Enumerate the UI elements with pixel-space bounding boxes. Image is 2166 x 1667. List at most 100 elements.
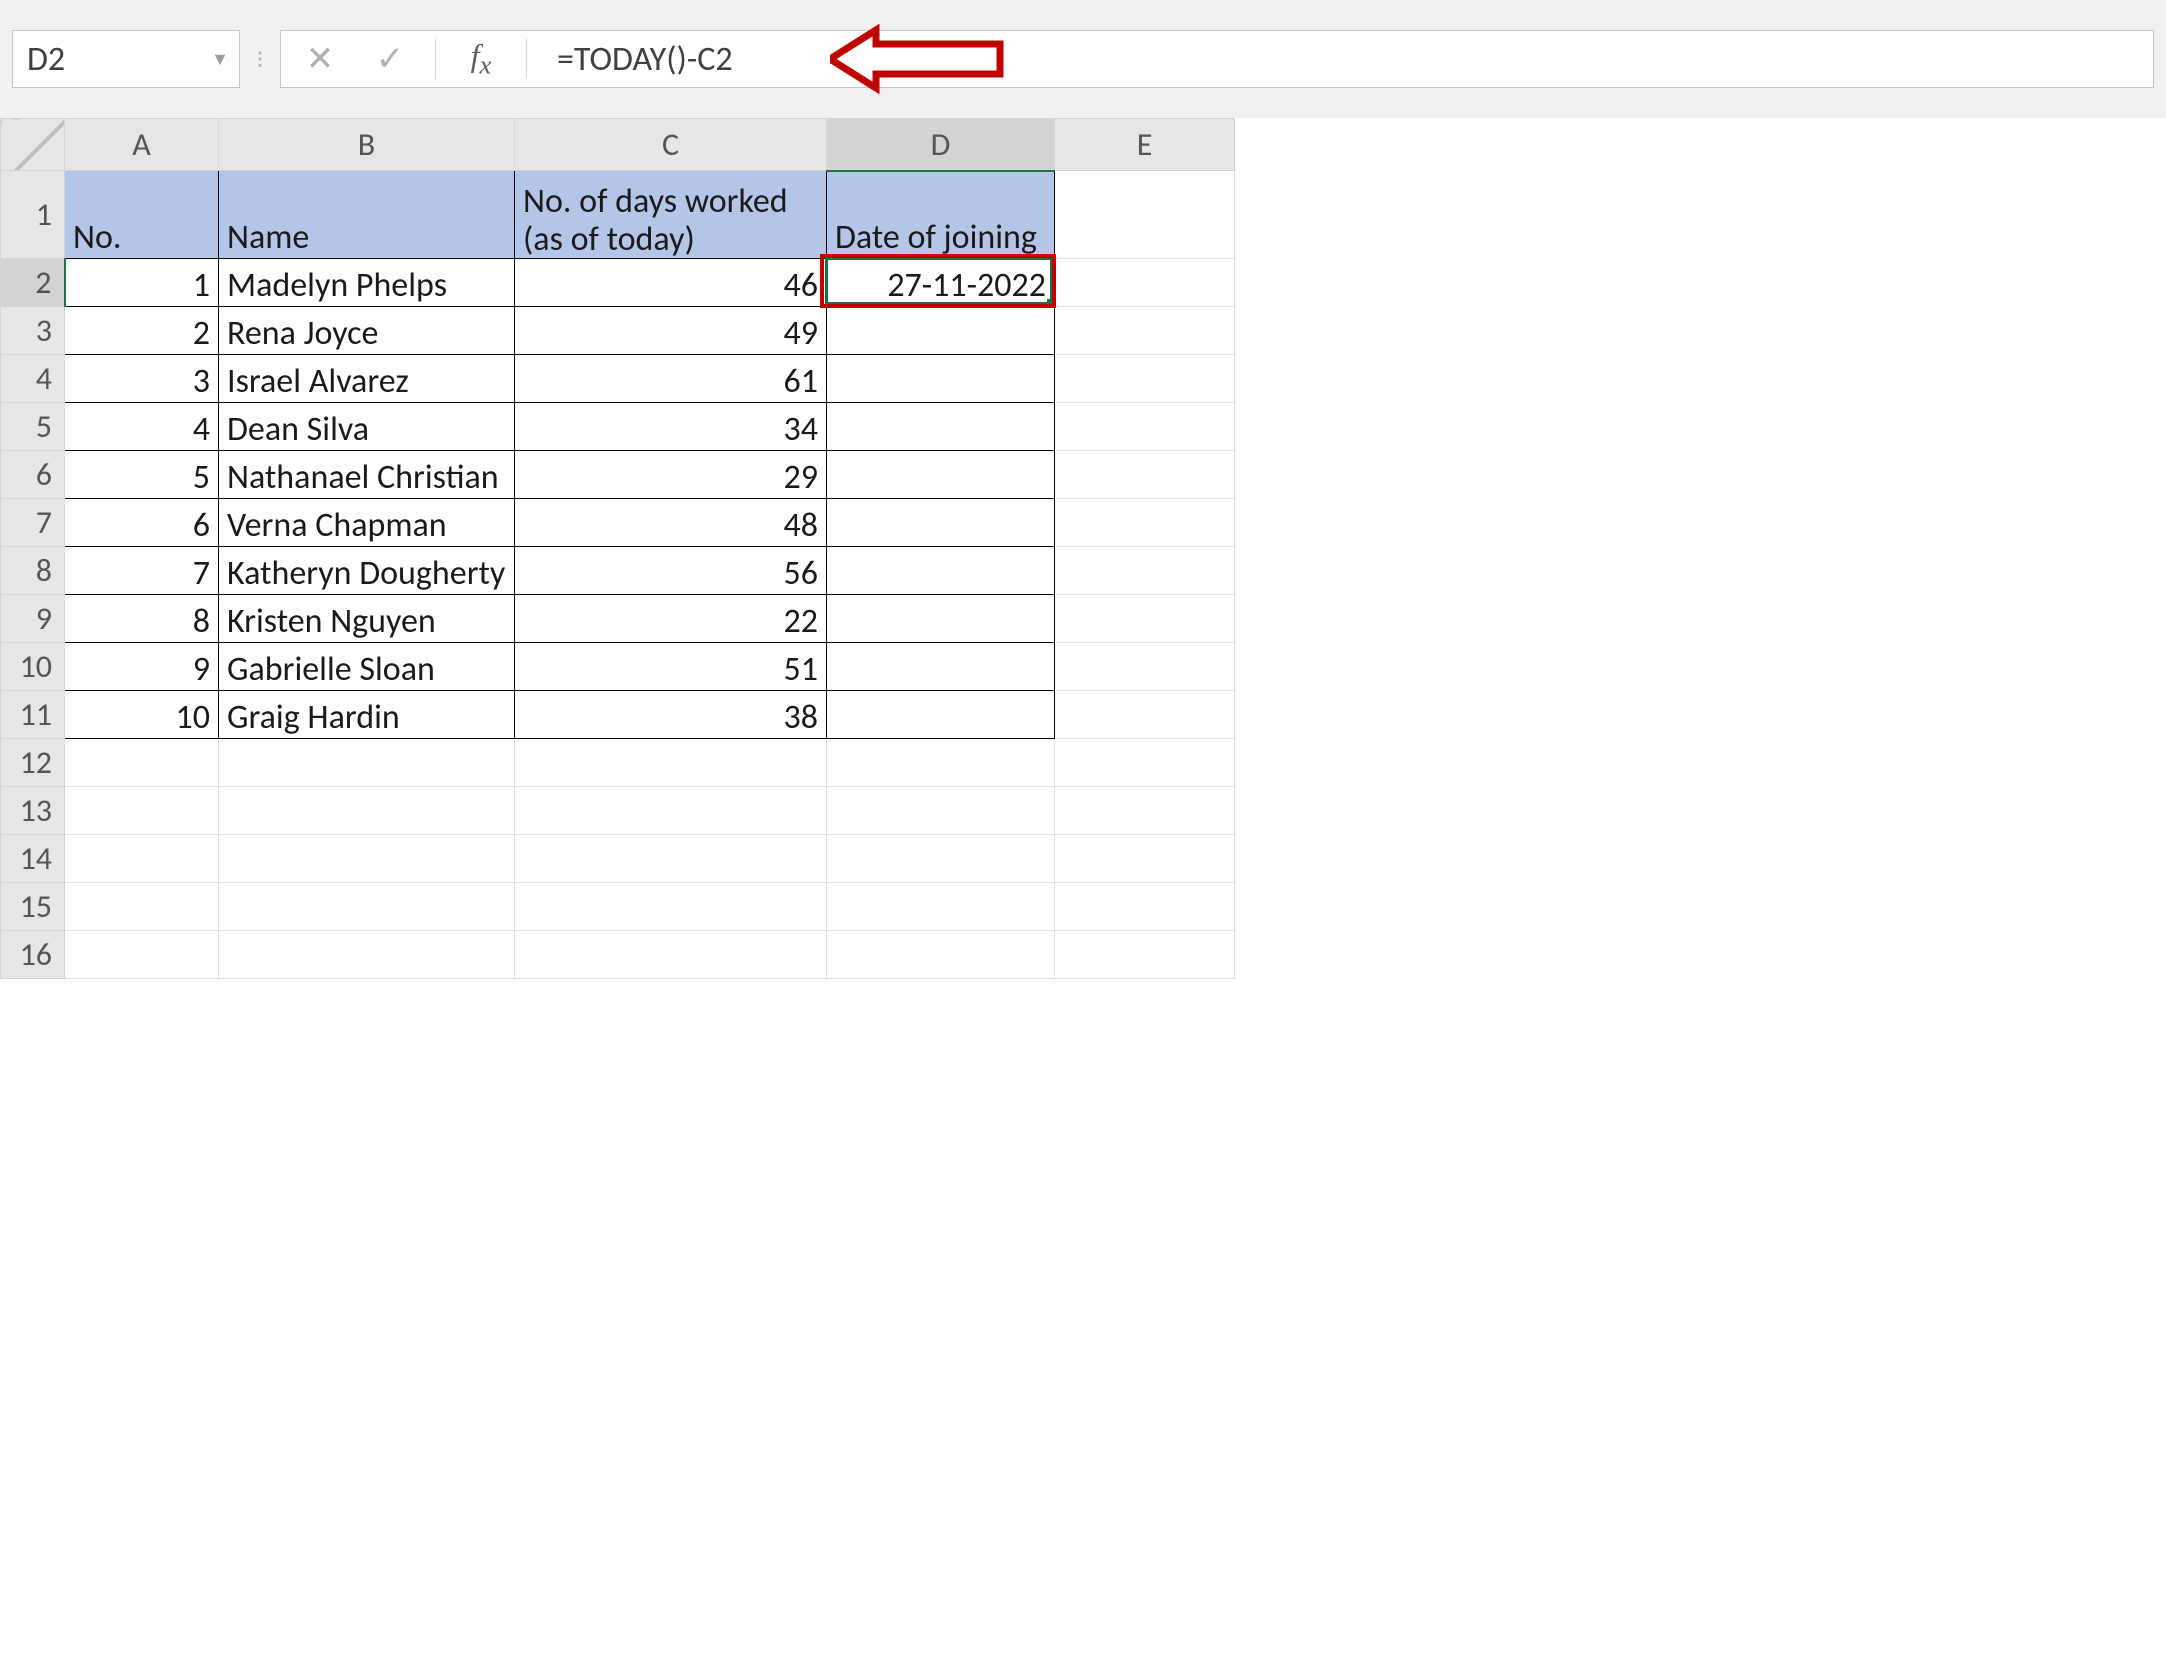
row-header-11[interactable]: 11: [1, 691, 65, 739]
cell-B3[interactable]: Rena Joyce: [219, 307, 515, 355]
cell-A13[interactable]: [65, 787, 219, 835]
cell-C9[interactable]: 22: [515, 595, 827, 643]
cell-A3[interactable]: 2: [65, 307, 219, 355]
cell-A4[interactable]: 3: [65, 355, 219, 403]
cell-D12[interactable]: [827, 739, 1055, 787]
cell-C3[interactable]: 49: [515, 307, 827, 355]
cell-E4[interactable]: [1055, 355, 1235, 403]
row-header-2[interactable]: 2: [1, 259, 65, 307]
cell-E15[interactable]: [1055, 883, 1235, 931]
cell-D10[interactable]: [827, 643, 1055, 691]
cell-B4[interactable]: Israel Alvarez: [219, 355, 515, 403]
column-header-E[interactable]: E: [1055, 119, 1235, 171]
cell-C13[interactable]: [515, 787, 827, 835]
name-box-dropdown-icon[interactable]: ▼: [211, 48, 229, 70]
cell-E2[interactable]: [1055, 259, 1235, 307]
spreadsheet-grid[interactable]: ABCDE 1No.NameNo. of days worked (as of t…: [0, 118, 2166, 979]
cell-D7[interactable]: [827, 499, 1055, 547]
cell-D5[interactable]: [827, 403, 1055, 451]
fx-icon[interactable]: fx: [456, 37, 506, 80]
cell-D15[interactable]: [827, 883, 1055, 931]
cell-D1[interactable]: Date of joining: [827, 171, 1055, 259]
row-header-14[interactable]: 14: [1, 835, 65, 883]
cell-D6[interactable]: [827, 451, 1055, 499]
cell-A14[interactable]: [65, 835, 219, 883]
cell-C12[interactable]: [515, 739, 827, 787]
cell-E14[interactable]: [1055, 835, 1235, 883]
cell-B7[interactable]: Verna Chapman: [219, 499, 515, 547]
cell-E8[interactable]: [1055, 547, 1235, 595]
cell-E3[interactable]: [1055, 307, 1235, 355]
cell-D3[interactable]: [827, 307, 1055, 355]
row-header-3[interactable]: 3: [1, 307, 65, 355]
cell-D13[interactable]: [827, 787, 1055, 835]
row-header-12[interactable]: 12: [1, 739, 65, 787]
select-all-corner[interactable]: [1, 119, 65, 171]
cell-B13[interactable]: [219, 787, 515, 835]
cell-C11[interactable]: 38: [515, 691, 827, 739]
cell-A7[interactable]: 6: [65, 499, 219, 547]
cell-B5[interactable]: Dean Silva: [219, 403, 515, 451]
cell-E1[interactable]: [1055, 171, 1235, 259]
cell-B12[interactable]: [219, 739, 515, 787]
cell-A10[interactable]: 9: [65, 643, 219, 691]
cell-D4[interactable]: [827, 355, 1055, 403]
row-header-6[interactable]: 6: [1, 451, 65, 499]
cell-B10[interactable]: Gabrielle Sloan: [219, 643, 515, 691]
cell-A6[interactable]: 5: [65, 451, 219, 499]
cell-A12[interactable]: [65, 739, 219, 787]
cell-C6[interactable]: 29: [515, 451, 827, 499]
cell-E5[interactable]: [1055, 403, 1235, 451]
cell-C8[interactable]: 56: [515, 547, 827, 595]
cell-E11[interactable]: [1055, 691, 1235, 739]
cell-D2[interactable]: 27-11-2022: [827, 259, 1055, 307]
cell-B6[interactable]: Nathanael Christian: [219, 451, 515, 499]
cell-C4[interactable]: 61: [515, 355, 827, 403]
column-header-D[interactable]: D: [827, 119, 1055, 171]
cell-D14[interactable]: [827, 835, 1055, 883]
cell-C15[interactable]: [515, 883, 827, 931]
cell-C1[interactable]: No. of days worked (as of today): [515, 171, 827, 259]
cell-B9[interactable]: Kristen Nguyen: [219, 595, 515, 643]
cell-E6[interactable]: [1055, 451, 1235, 499]
row-header-5[interactable]: 5: [1, 403, 65, 451]
cell-E12[interactable]: [1055, 739, 1235, 787]
cell-E13[interactable]: [1055, 787, 1235, 835]
cell-C16[interactable]: [515, 931, 827, 979]
cell-A8[interactable]: 7: [65, 547, 219, 595]
cell-A1[interactable]: No.: [65, 171, 219, 259]
cell-E16[interactable]: [1055, 931, 1235, 979]
cell-B1[interactable]: Name: [219, 171, 515, 259]
cell-E9[interactable]: [1055, 595, 1235, 643]
cell-A2[interactable]: 1: [65, 259, 219, 307]
row-header-4[interactable]: 4: [1, 355, 65, 403]
cell-B11[interactable]: Graig Hardin: [219, 691, 515, 739]
cell-D16[interactable]: [827, 931, 1055, 979]
cell-D9[interactable]: [827, 595, 1055, 643]
cell-C2[interactable]: 46: [515, 259, 827, 307]
column-header-A[interactable]: A: [65, 119, 219, 171]
column-header-C[interactable]: C: [515, 119, 827, 171]
cell-A11[interactable]: 10: [65, 691, 219, 739]
cell-A15[interactable]: [65, 883, 219, 931]
cell-A9[interactable]: 8: [65, 595, 219, 643]
cell-B16[interactable]: [219, 931, 515, 979]
cell-E10[interactable]: [1055, 643, 1235, 691]
cell-B8[interactable]: Katheryn Dougherty: [219, 547, 515, 595]
cell-B15[interactable]: [219, 883, 515, 931]
row-header-15[interactable]: 15: [1, 883, 65, 931]
cell-D8[interactable]: [827, 547, 1055, 595]
cell-A5[interactable]: 4: [65, 403, 219, 451]
column-header-B[interactable]: B: [219, 119, 515, 171]
cell-C14[interactable]: [515, 835, 827, 883]
row-header-8[interactable]: 8: [1, 547, 65, 595]
cell-B14[interactable]: [219, 835, 515, 883]
cell-C5[interactable]: 34: [515, 403, 827, 451]
formula-input-area[interactable]: ✕ ✓ fx =TODAY()-C2: [280, 30, 2154, 88]
cell-C10[interactable]: 51: [515, 643, 827, 691]
cell-C7[interactable]: 48: [515, 499, 827, 547]
row-header-9[interactable]: 9: [1, 595, 65, 643]
cell-D11[interactable]: [827, 691, 1055, 739]
row-header-16[interactable]: 16: [1, 931, 65, 979]
row-header-10[interactable]: 10: [1, 643, 65, 691]
